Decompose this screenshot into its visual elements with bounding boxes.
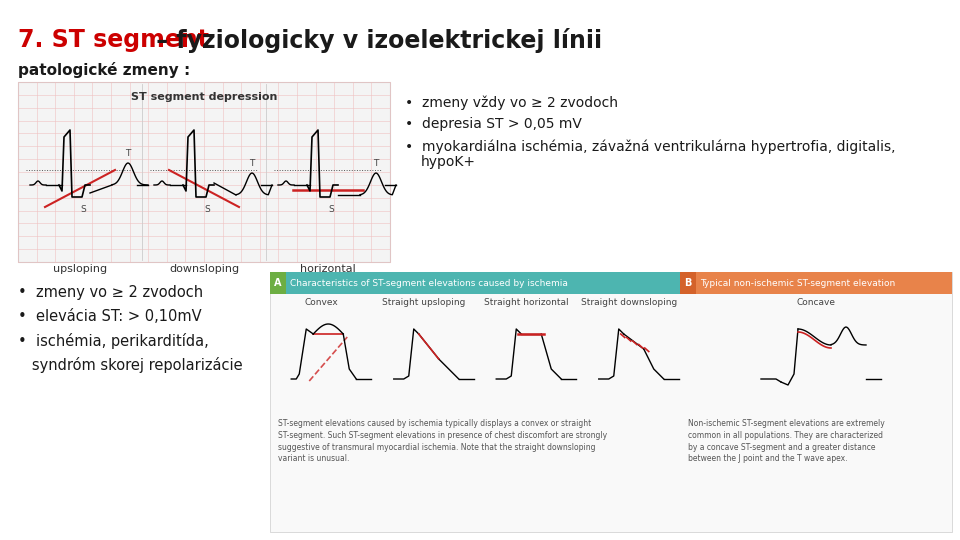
- Bar: [270, 272, 286, 294]
- Text: ST-segment elevations caused by ischemia typically displays a convex or straight: ST-segment elevations caused by ischemia…: [278, 419, 607, 463]
- Text: Non-ischemic ST-segment elevations are extremely
common in all populations. They: Non-ischemic ST-segment elevations are e…: [688, 419, 885, 463]
- Bar: [270, 272, 680, 294]
- Text: 7. ST segment: 7. ST segment: [18, 28, 209, 52]
- Text: S: S: [204, 205, 210, 214]
- Text: ST segment depression: ST segment depression: [131, 92, 277, 102]
- Text: S: S: [328, 205, 334, 214]
- Text: •  zmeny vždy vo ≥ 2 zvodoch: • zmeny vždy vo ≥ 2 zvodoch: [405, 95, 618, 110]
- Text: Concave: Concave: [797, 298, 835, 307]
- Text: – fyziologicky v izoelektrickej línii: – fyziologicky v izoelektrickej línii: [148, 28, 602, 53]
- Text: •  ischémia, perikarditída,: • ischémia, perikarditída,: [18, 333, 208, 349]
- Text: syndróm skorej repolarizácie: syndróm skorej repolarizácie: [18, 357, 243, 373]
- Text: Straight downsloping: Straight downsloping: [581, 298, 677, 307]
- Bar: [680, 272, 952, 294]
- Text: •  zmeny vo ≥ 2 zvodoch: • zmeny vo ≥ 2 zvodoch: [18, 285, 204, 300]
- Text: T: T: [250, 159, 254, 168]
- Bar: [680, 272, 696, 294]
- Text: horizontal: horizontal: [300, 264, 356, 274]
- Text: Characteristics of ST-segment elevations caused by ischemia: Characteristics of ST-segment elevations…: [290, 279, 568, 287]
- Text: Straight upsloping: Straight upsloping: [382, 298, 466, 307]
- Text: downsloping: downsloping: [169, 264, 239, 274]
- Text: T: T: [373, 159, 378, 168]
- Text: •  myokardiálna ischémia, závažná ventrikulárna hypertrofia, digitalis,: • myokardiálna ischémia, závažná ventrik…: [405, 139, 896, 153]
- Text: hypoK+: hypoK+: [421, 155, 476, 169]
- Text: Straight horizontal: Straight horizontal: [484, 298, 568, 307]
- Text: Typical non-ischemic ST-segment elevation: Typical non-ischemic ST-segment elevatio…: [700, 279, 896, 287]
- Bar: [270, 272, 952, 532]
- Text: Convex: Convex: [304, 298, 338, 307]
- Text: B: B: [684, 278, 692, 288]
- Text: patologické zmeny :: patologické zmeny :: [18, 62, 190, 78]
- Text: •  elevácia ST: > 0,10mV: • elevácia ST: > 0,10mV: [18, 309, 202, 324]
- Text: upsloping: upsloping: [53, 264, 108, 274]
- Bar: [18, 82, 390, 262]
- Text: •  depresia ST > 0,05 mV: • depresia ST > 0,05 mV: [405, 117, 582, 131]
- Text: A: A: [275, 278, 281, 288]
- Text: S: S: [80, 205, 85, 214]
- Text: T: T: [126, 149, 131, 158]
